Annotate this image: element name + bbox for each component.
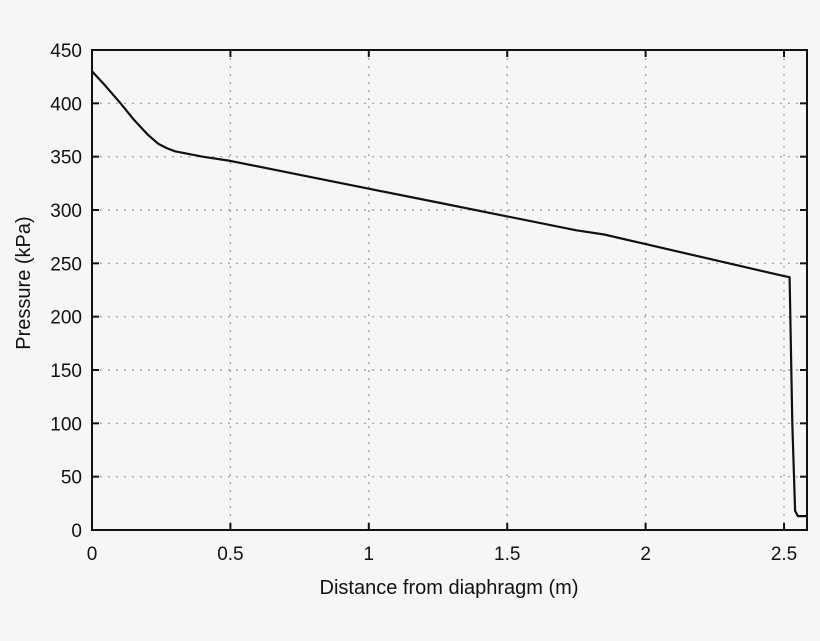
y-axis-title: Pressure (kPa) — [13, 216, 35, 349]
y-tick-labels: 0 50 100 150 200 250 300 350 400 450 — [50, 41, 82, 542]
plot-frame — [91, 49, 808, 531]
x-tick-label: 2 — [640, 544, 651, 565]
y-tick-label: 250 — [50, 254, 82, 275]
y-tick-label: 450 — [50, 41, 82, 62]
y-tick-label: 200 — [50, 308, 82, 329]
y-tick-label: 50 — [61, 468, 82, 489]
x-axis-title: Distance from diaphragm (m) — [320, 577, 579, 599]
x-tick-label: 0.5 — [217, 544, 243, 565]
pressure-line — [91, 70, 807, 518]
y-tick-label: 150 — [50, 361, 82, 382]
y-tick-label: 350 — [50, 148, 82, 169]
y-tick-label: 0 — [71, 521, 82, 542]
y-tick-label: 300 — [50, 201, 82, 222]
x-tick-label: 1 — [364, 544, 375, 565]
x-tick-label: 0 — [87, 544, 98, 565]
grid-lines — [92, 50, 807, 530]
x-tick-label: 2.5 — [771, 544, 797, 565]
axis-ticks — [91, 49, 807, 531]
x-tick-label: 1.5 — [494, 544, 520, 565]
x-tick-labels: 0 0.5 1 1.5 2 2.5 — [87, 544, 798, 565]
y-tick-label: 400 — [50, 94, 82, 115]
y-tick-label: 100 — [50, 414, 82, 435]
